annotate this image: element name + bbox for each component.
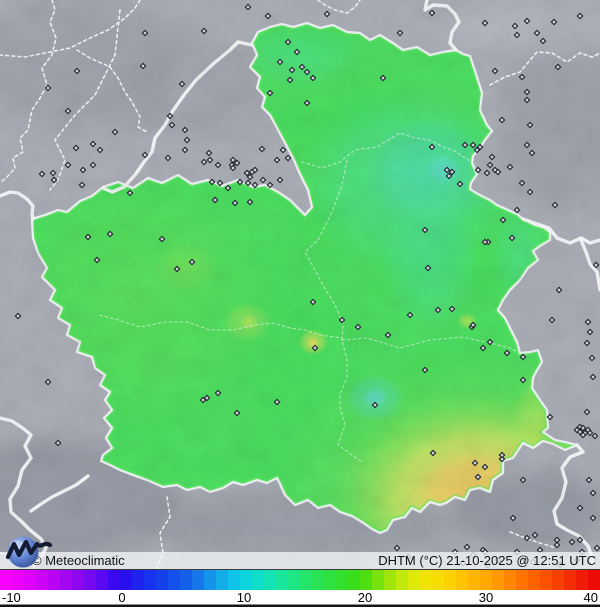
colorbar-cell xyxy=(204,570,217,590)
colorbar-cell xyxy=(552,570,565,590)
colorbar-cell xyxy=(312,570,325,590)
temperature-colorbar: -10 0 10 20 30 40 xyxy=(0,569,600,607)
colorbar-cell xyxy=(144,570,157,590)
colorbar-cell xyxy=(480,570,493,590)
colorbar-cell xyxy=(444,570,457,590)
colorbar-cell xyxy=(360,570,373,590)
colorbar-cell xyxy=(288,570,301,590)
colorbar-cell xyxy=(456,570,469,590)
colorbar-cell xyxy=(180,570,193,590)
colorbar-tick-label: 20 xyxy=(358,590,372,605)
bottom-border-line xyxy=(0,604,600,607)
colorbar-cell xyxy=(96,570,109,590)
attribution-text: © Meteoclimatic xyxy=(32,553,125,568)
colorbar-cell xyxy=(252,570,265,590)
colorbar-cell xyxy=(468,570,481,590)
colorbar-tick-label: 30 xyxy=(479,590,493,605)
colorbar-cell xyxy=(156,570,169,590)
colorbar-cell xyxy=(132,570,145,590)
colorbar-cell xyxy=(36,570,49,590)
colorbar-cell xyxy=(420,570,433,590)
colorbar-cell xyxy=(120,570,133,590)
colorbar-cell xyxy=(264,570,277,590)
meteoclimatic-logo-icon xyxy=(5,536,53,568)
colorbar-top-line xyxy=(0,569,600,570)
colorbar-label-strip xyxy=(0,590,600,605)
colorbar-cell xyxy=(300,570,313,590)
colorbar-cell xyxy=(492,570,505,590)
colorbar-cell xyxy=(168,570,181,590)
colorbar-tick-label: 0 xyxy=(118,590,125,605)
attribution-bar: © Meteoclimatic DHTM (°C) 21-10-2025 @ 1… xyxy=(0,552,600,570)
colorbar-cell xyxy=(192,570,205,590)
colorbar-cell xyxy=(108,570,121,590)
colorbar-cell xyxy=(540,570,553,590)
colorbar-cell xyxy=(84,570,97,590)
colorbar-cell xyxy=(216,570,229,590)
colorbar-cell xyxy=(516,570,529,590)
colorbar-cell xyxy=(228,570,241,590)
colorbar-cell xyxy=(564,570,577,590)
colorbar-cell xyxy=(276,570,289,590)
colorbar-cell xyxy=(0,570,13,590)
colorbar-cell xyxy=(432,570,445,590)
colorbar-cell xyxy=(372,570,385,590)
colorbar-cell xyxy=(12,570,25,590)
colorbar-cell xyxy=(348,570,361,590)
colorbar-tick-label: 10 xyxy=(237,590,251,605)
colorbar-cell xyxy=(588,570,600,590)
colorbar-cell xyxy=(396,570,409,590)
colorbar-cell xyxy=(408,570,421,590)
colorbar-tick-labels: -10 0 10 20 30 40 xyxy=(2,590,598,605)
colorbar-cell xyxy=(576,570,589,590)
attribution-strip-bg xyxy=(0,552,600,570)
colorbar-cell xyxy=(384,570,397,590)
colorbar-cell xyxy=(72,570,85,590)
colorbar-cell xyxy=(24,570,37,590)
colorbar-cell xyxy=(240,570,253,590)
colorbar-cell xyxy=(60,570,73,590)
colorbar-tick-label: 40 xyxy=(584,590,598,605)
colorbar-cell xyxy=(336,570,349,590)
colorbar-cell xyxy=(528,570,541,590)
colorbar-cell xyxy=(48,570,61,590)
colorbar-cell xyxy=(324,570,337,590)
colorbar-tick-label: -10 xyxy=(2,590,21,605)
timestamp-text: DHTM (°C) 21-10-2025 @ 12:51 UTC xyxy=(378,553,596,568)
colorbar-cell xyxy=(504,570,517,590)
